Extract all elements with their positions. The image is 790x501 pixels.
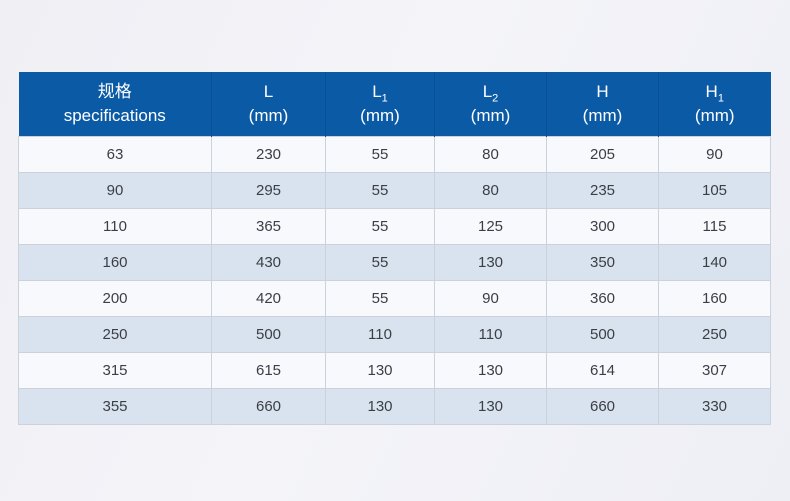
cell-specification: 355 [18, 388, 212, 425]
cell-H: 235 [546, 172, 659, 209]
header-subscript: 2 [492, 92, 499, 105]
header-cell-L2: L2 (mm) [434, 72, 547, 137]
cell-L: 295 [211, 172, 326, 209]
cell-specification: 63 [18, 136, 212, 173]
table-row: 160 430 55 130 350 140 [18, 244, 771, 281]
cell-H1: 115 [658, 208, 771, 245]
table-body: 63 230 55 80 205 90 90 295 55 80 235 105… [18, 136, 771, 425]
header-subscript: 1 [717, 92, 724, 105]
cell-specification: 90 [18, 172, 212, 209]
cell-H: 205 [546, 136, 659, 173]
cell-L: 430 [211, 244, 326, 281]
header-unit: (mm) [248, 106, 289, 125]
cell-H: 614 [546, 352, 659, 389]
cell-L1: 110 [325, 316, 435, 353]
header-unit: (mm) [694, 106, 735, 125]
header-unit: (mm) [582, 106, 623, 125]
header-cell-H: H (mm) [546, 72, 659, 137]
table-header: 规格 specifications L (mm) L1 (mm) L2 (mm) H (m… [18, 72, 771, 137]
table-row: 200 420 55 90 360 160 [18, 280, 771, 317]
header-label: 规格 [97, 82, 132, 102]
header-subscript: 1 [381, 92, 388, 105]
cell-L1: 55 [325, 136, 435, 173]
cell-L: 500 [211, 316, 326, 353]
cell-H1: 90 [658, 136, 771, 173]
cell-specification: 250 [18, 316, 212, 353]
table-row: 63 230 55 80 205 90 [18, 136, 771, 173]
cell-L2: 130 [434, 244, 547, 281]
cell-L1: 55 [325, 280, 435, 317]
header-cell-specifications: 规格 specifications [18, 72, 212, 137]
specifications-table: 规格 specifications L (mm) L1 (mm) L2 (mm) H (m… [18, 72, 771, 425]
cell-L: 420 [211, 280, 326, 317]
cell-L1: 130 [325, 352, 435, 389]
header-cell-H1: H1 (mm) [658, 72, 771, 137]
cell-L: 660 [211, 388, 326, 425]
cell-L2: 90 [434, 280, 547, 317]
cell-L1: 130 [325, 388, 435, 425]
cell-H1: 105 [658, 172, 771, 209]
cell-H: 350 [546, 244, 659, 281]
cell-H1: 160 [658, 280, 771, 317]
cell-H1: 140 [658, 244, 771, 281]
cell-specification: 200 [18, 280, 212, 317]
table-row: 250 500 110 110 500 250 [18, 316, 771, 353]
cell-L: 230 [211, 136, 326, 173]
cell-H1: 250 [658, 316, 771, 353]
cell-L: 615 [211, 352, 326, 389]
header-label: H [705, 82, 718, 102]
cell-L1: 55 [325, 208, 435, 245]
cell-H: 500 [546, 316, 659, 353]
cell-L2: 130 [434, 352, 547, 389]
cell-L2: 80 [434, 136, 547, 173]
header-unit: (mm) [360, 106, 400, 125]
header-cell-L: L (mm) [211, 72, 326, 137]
cell-L2: 130 [434, 388, 547, 425]
cell-L2: 125 [434, 208, 547, 245]
cell-H1: 330 [658, 388, 771, 425]
header-unit: specifications [63, 106, 166, 125]
cell-specification: 110 [18, 208, 212, 245]
cell-L2: 110 [434, 316, 547, 353]
header-label: L [263, 82, 274, 102]
header-label: L [372, 82, 382, 102]
cell-L1: 55 [325, 172, 435, 209]
cell-H1: 307 [658, 352, 771, 389]
cell-L: 365 [211, 208, 326, 245]
cell-L1: 55 [325, 244, 435, 281]
table-row: 355 660 130 130 660 330 [18, 388, 771, 425]
table-row: 90 295 55 80 235 105 [18, 172, 771, 209]
header-label: L [482, 82, 493, 102]
table-row: 110 365 55 125 300 115 [18, 208, 771, 245]
cell-specification: 160 [18, 244, 212, 281]
table-row: 315 615 130 130 614 307 [18, 352, 771, 389]
cell-specification: 315 [18, 352, 212, 389]
header-label: H [596, 82, 609, 102]
header-row: 规格 specifications L (mm) L1 (mm) L2 (mm) H (m… [18, 72, 771, 137]
cell-L2: 80 [434, 172, 547, 209]
cell-H: 660 [546, 388, 659, 425]
header-cell-L1: L1 (mm) [325, 72, 435, 137]
cell-H: 300 [546, 208, 659, 245]
header-unit: (mm) [470, 106, 511, 125]
cell-H: 360 [546, 280, 659, 317]
